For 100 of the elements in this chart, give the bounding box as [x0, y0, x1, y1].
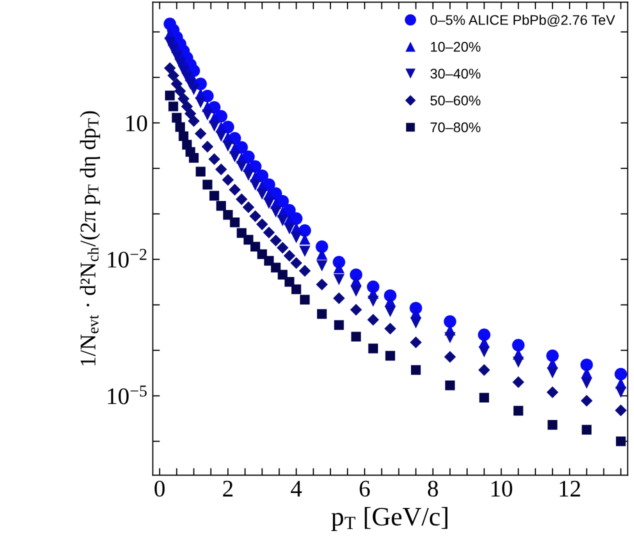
point: [223, 210, 233, 220]
x-tick-label: 12: [560, 480, 580, 496]
point: [548, 420, 558, 430]
point: [444, 350, 456, 363]
point: [174, 85, 186, 97]
point: [196, 166, 206, 176]
point: [333, 292, 345, 304]
point: [351, 332, 361, 342]
point: [614, 404, 627, 416]
point: [229, 151, 240, 162]
point: [290, 232, 302, 244]
point: [263, 226, 275, 238]
point: [284, 277, 294, 287]
point: [367, 314, 380, 326]
point: [616, 436, 626, 446]
point: [276, 242, 289, 254]
point: [580, 394, 593, 407]
point: [195, 96, 206, 108]
point: [209, 190, 220, 201]
point: [230, 218, 240, 228]
legend-label: 0–5% ALICE PbPb@2.76 TeV: [430, 14, 616, 27]
point: [478, 364, 490, 376]
point: [216, 201, 226, 211]
point: [316, 278, 328, 290]
point: [244, 234, 254, 245]
point: [284, 223, 295, 234]
point: [384, 322, 396, 335]
point: [546, 367, 558, 378]
point: [316, 248, 328, 260]
point: [263, 198, 275, 209]
point: [178, 92, 190, 105]
point: [242, 170, 254, 181]
point: [384, 306, 396, 318]
point: [410, 336, 422, 348]
point: [444, 332, 456, 344]
point: [184, 108, 196, 120]
point: [170, 78, 183, 90]
point: [264, 256, 274, 266]
point: [256, 218, 268, 230]
point: [250, 242, 260, 252]
point: [546, 350, 559, 362]
point: [512, 376, 524, 388]
point: [445, 380, 455, 390]
point: [333, 274, 345, 286]
point: [168, 102, 178, 112]
y-tick-label: 10$^{−5}$: [108, 386, 147, 404]
x-tick-label: 10: [492, 480, 512, 497]
point: [316, 240, 328, 253]
point: [208, 153, 220, 165]
point: [208, 120, 220, 132]
point: [202, 140, 214, 153]
x-tick-label: 2: [223, 480, 233, 496]
legend-label: 70–80%: [430, 122, 480, 132]
point: [298, 264, 311, 277]
point: [222, 140, 234, 152]
point: [270, 206, 282, 218]
point: [300, 294, 310, 305]
point: [202, 109, 214, 120]
y-tick-label: 10: [126, 115, 148, 132]
legend-label: 10–20%: [430, 42, 480, 52]
point: [222, 174, 234, 186]
point: [384, 296, 396, 307]
point: [165, 90, 175, 100]
point: [299, 233, 310, 245]
point: [368, 296, 379, 307]
point: [614, 368, 628, 380]
point: [582, 424, 592, 435]
point: [350, 286, 362, 297]
point: [385, 350, 396, 361]
point: [368, 344, 378, 354]
point: [615, 386, 626, 398]
point: [290, 257, 302, 269]
point: [164, 62, 176, 74]
point: [181, 100, 193, 112]
point: [291, 284, 302, 294]
point: [194, 128, 207, 140]
point: [512, 356, 524, 368]
point: [249, 210, 262, 222]
x-tick-label: 6: [360, 480, 370, 497]
point: [277, 215, 288, 226]
point: [284, 250, 296, 262]
x-axis-title: p$_{T}$ [GeV/c]: [331, 507, 448, 531]
point: [236, 228, 246, 238]
point: [580, 358, 593, 372]
point: [167, 70, 180, 82]
point: [513, 406, 524, 416]
point: [350, 304, 362, 316]
point: [215, 164, 228, 176]
point: [270, 234, 282, 246]
point: [316, 260, 328, 272]
legend-label: 30–40%: [430, 68, 480, 79]
point: [410, 317, 422, 329]
point: [334, 320, 344, 330]
point: [546, 386, 558, 398]
x-tick-label: 0: [154, 480, 165, 497]
point: [478, 328, 490, 342]
point: [444, 315, 456, 328]
point: [256, 188, 268, 200]
point: [172, 112, 182, 123]
point: [236, 160, 248, 172]
